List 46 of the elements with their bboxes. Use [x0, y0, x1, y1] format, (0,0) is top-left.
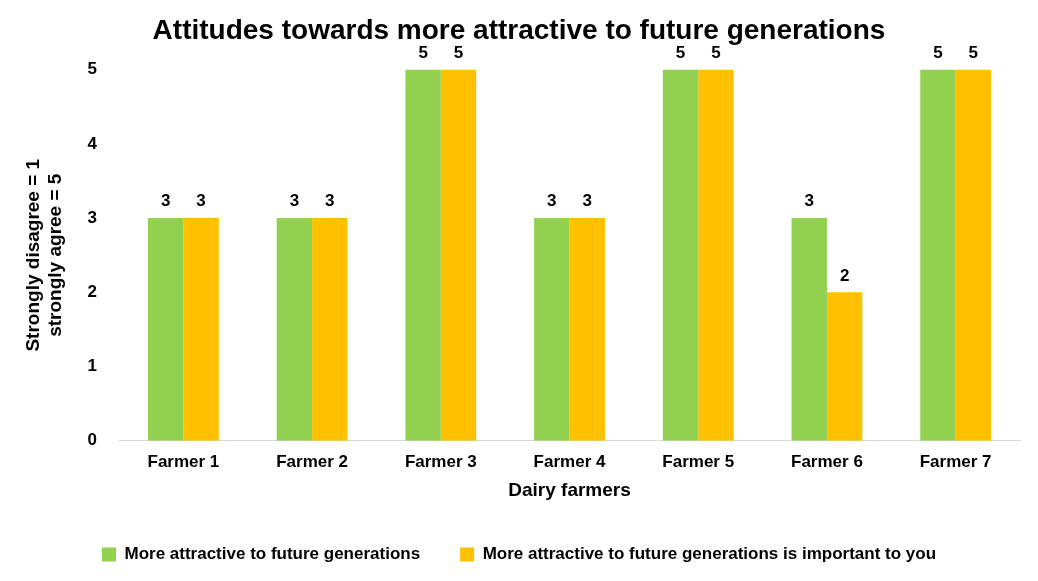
bar — [920, 69, 956, 441]
x-tick-label: Farmer 2 — [276, 451, 349, 471]
bar — [791, 218, 827, 441]
bar — [662, 69, 699, 441]
x-axis-title: Dairy farmers — [508, 478, 631, 500]
bar — [534, 218, 570, 441]
x-tick-label: Farmer 3 — [404, 451, 477, 471]
y-tick-label: 1 — [87, 356, 98, 376]
y-tick-label: 3 — [87, 207, 98, 227]
data-label: 5 — [933, 42, 943, 62]
data-label: 3 — [582, 191, 592, 211]
data-label: 3 — [547, 191, 557, 211]
data-label: 3 — [160, 191, 171, 211]
data-label: 5 — [453, 42, 464, 62]
data-label: 5 — [968, 42, 979, 62]
data-label: 5 — [711, 42, 721, 62]
y-tick-label: 5 — [87, 59, 98, 79]
bar — [183, 218, 219, 441]
y-tick-label: 4 — [87, 133, 98, 153]
x-tick-label: Farmer 6 — [791, 451, 863, 471]
data-label: 3 — [196, 191, 206, 211]
bar — [312, 218, 348, 441]
data-label: 3 — [325, 191, 335, 211]
legend-label: More attractive to future generations is important to you — [482, 544, 937, 564]
chart-title: Attitudes towards more attractive to future generations — [152, 13, 886, 45]
y-tick-label: 0 — [87, 430, 98, 450]
bar — [826, 292, 863, 441]
bar — [569, 218, 605, 441]
data-label: 2 — [839, 265, 850, 285]
data-label: 5 — [675, 42, 686, 62]
x-tick-label: Farmer 7 — [919, 451, 992, 471]
data-label: 3 — [289, 191, 300, 211]
bar — [405, 69, 441, 441]
bar — [440, 69, 477, 441]
data-label: 3 — [804, 191, 814, 211]
x-tick-label: Farmer 1 — [147, 451, 220, 471]
y-tick-label: 2 — [87, 282, 98, 302]
x-tick-label: Farmer 4 — [533, 451, 606, 471]
y-axis-title: Strongly disagree = 1 strongly agree = 5 — [21, 158, 66, 352]
x-tick-label: Farmer 5 — [662, 451, 735, 471]
bar — [955, 69, 992, 441]
bar — [698, 69, 734, 441]
data-label: 5 — [418, 42, 428, 62]
bar — [148, 218, 184, 441]
legend-label: More attractive to future generations — [124, 544, 421, 564]
bar — [276, 218, 313, 441]
